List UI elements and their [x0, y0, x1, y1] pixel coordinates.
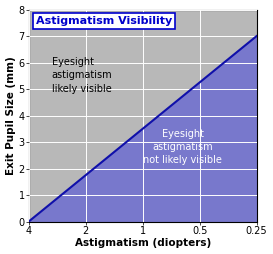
Text: Eyesight
astigmatism
likely visible: Eyesight astigmatism likely visible — [52, 57, 112, 94]
Y-axis label: Exit Pupil Size (mm): Exit Pupil Size (mm) — [5, 56, 16, 175]
X-axis label: Astigmatism (diopters): Astigmatism (diopters) — [75, 239, 211, 248]
Text: Astigmatism Visibility: Astigmatism Visibility — [35, 16, 172, 26]
Text: Eyesight
astigmatism
not likely visible: Eyesight astigmatism not likely visible — [143, 129, 222, 165]
